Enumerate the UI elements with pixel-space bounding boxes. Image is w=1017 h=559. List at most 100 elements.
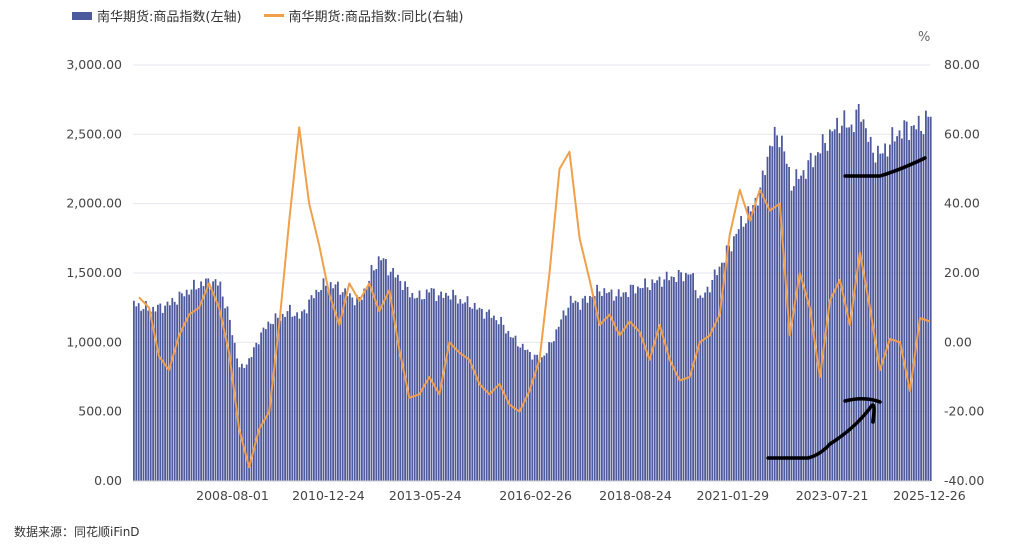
- index-bar: [399, 280, 402, 481]
- index-bar: [603, 288, 606, 481]
- index-bar: [517, 346, 519, 481]
- index-bar: [783, 151, 786, 481]
- index-bar: [485, 311, 488, 481]
- index-bar: [769, 145, 771, 481]
- index-bar: [841, 125, 843, 482]
- index-bar: [317, 292, 320, 481]
- index-bar: [212, 281, 214, 481]
- index-bar: [915, 129, 918, 481]
- index-bars: [133, 103, 932, 482]
- index-bar: [195, 289, 198, 481]
- index-bar: [356, 295, 358, 481]
- index-bar: [529, 352, 531, 481]
- legend-item-yoy[interactable]: 南华期货:商品指数:同比(右轴): [263, 6, 463, 25]
- index-bar: [346, 296, 349, 481]
- index-bar: [418, 290, 421, 481]
- index-bar: [164, 305, 166, 481]
- index-bar: [166, 301, 169, 481]
- index-bar: [135, 306, 138, 481]
- index-bar: [313, 298, 315, 481]
- index-bar: [565, 315, 567, 481]
- index-bar: [610, 289, 613, 481]
- index-bar: [392, 268, 394, 481]
- index-bar: [373, 270, 375, 481]
- index-bar: [536, 354, 538, 481]
- index-bar: [689, 274, 692, 481]
- yoy-line-group: [138, 126, 931, 469]
- index-bar: [658, 276, 661, 481]
- index-bar: [442, 297, 445, 481]
- index-bar: [663, 279, 666, 481]
- index-bar: [430, 288, 433, 481]
- index-bar: [778, 147, 781, 481]
- index-bar: [267, 321, 270, 481]
- index-bar: [301, 311, 303, 481]
- index-bar: [701, 297, 704, 481]
- index-bar: [699, 295, 702, 481]
- index-bar: [243, 367, 246, 481]
- right-axis-tick-label: 40.00: [944, 196, 980, 211]
- index-bar: [202, 286, 205, 481]
- index-bar: [685, 272, 687, 481]
- index-bar: [526, 349, 529, 481]
- index-bar: [334, 284, 337, 481]
- index-bar: [483, 318, 486, 481]
- index-bar: [401, 290, 404, 481]
- index-bar: [531, 359, 534, 481]
- index-bar: [178, 291, 181, 481]
- index-bar: [877, 145, 879, 481]
- index-bar: [553, 341, 555, 481]
- left-axis-tick-label: 0.00: [94, 473, 122, 488]
- index-bar: [490, 317, 493, 481]
- index-bar: [382, 258, 385, 481]
- legend-item-index[interactable]: 南华期货:商品指数(左轴): [72, 6, 242, 25]
- index-bar: [733, 236, 735, 481]
- index-bar: [545, 353, 548, 481]
- index-bar: [747, 206, 750, 481]
- index-bar: [735, 233, 738, 481]
- index-bar: [274, 313, 277, 481]
- index-bar: [845, 127, 848, 481]
- index-bar: [925, 110, 927, 481]
- left-axis-tick-label: 500.00: [78, 404, 122, 419]
- right-axis-tick-label: -40.00: [944, 473, 984, 488]
- index-bar: [241, 363, 243, 481]
- index-bar: [680, 272, 682, 481]
- index-bar: [598, 291, 601, 481]
- legend-bar-swatch: [72, 11, 92, 20]
- index-bar: [759, 187, 762, 481]
- index-bar: [224, 308, 226, 481]
- index-bar: [257, 344, 260, 481]
- index-bar: [253, 347, 255, 481]
- index-bar: [716, 275, 718, 481]
- index-bar: [752, 205, 754, 481]
- index-bar: [154, 311, 157, 481]
- index-bar: [337, 281, 339, 481]
- index-bar: [375, 269, 378, 481]
- legend-line-swatch: [263, 14, 284, 17]
- index-bar: [675, 282, 678, 481]
- index-bar: [824, 143, 826, 481]
- index-bar: [190, 289, 193, 481]
- index-bar: [159, 303, 162, 481]
- index-bar: [872, 152, 874, 482]
- index-bar: [394, 277, 397, 481]
- index-bar: [711, 280, 714, 481]
- index-bar: [730, 251, 733, 481]
- index-bar: [682, 281, 685, 481]
- index-bar: [649, 290, 651, 481]
- index-bar: [704, 292, 706, 481]
- index-bar: [341, 292, 344, 481]
- index-bar: [637, 286, 639, 481]
- index-bar: [721, 262, 723, 481]
- index-bar: [805, 178, 807, 481]
- data-source: 数据来源：同花顺iFinD: [14, 525, 140, 539]
- index-bar: [181, 293, 183, 481]
- index-bar: [296, 312, 298, 481]
- index-bar: [387, 275, 390, 481]
- index-bar: [332, 288, 334, 481]
- index-bar: [817, 152, 819, 481]
- index-bar: [471, 308, 474, 481]
- index-bar: [740, 216, 742, 481]
- index-bar: [248, 358, 250, 481]
